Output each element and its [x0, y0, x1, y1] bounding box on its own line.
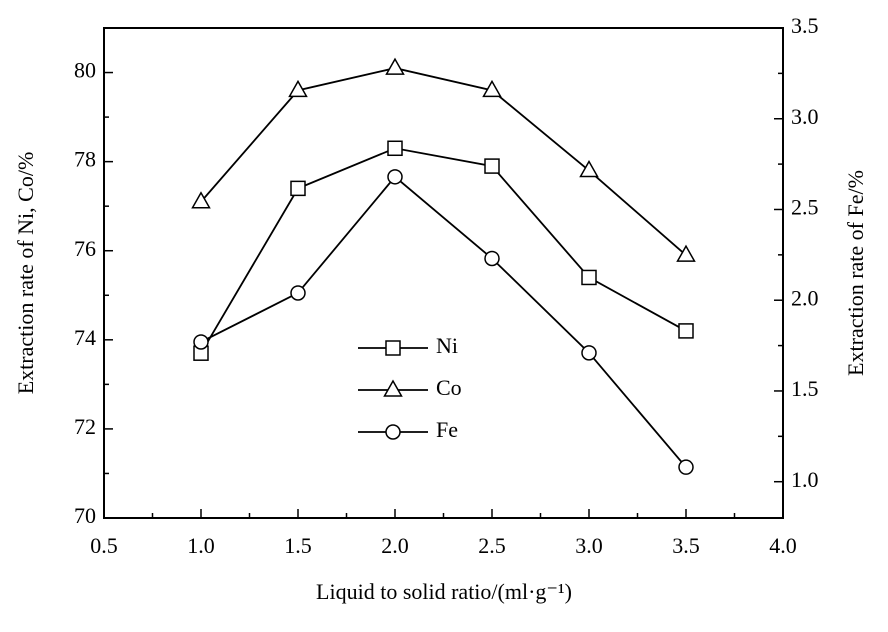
- y-axis-title: Extraction rate of Ni, Co/%: [13, 152, 38, 395]
- marker: [191, 191, 211, 209]
- legend-marker: [383, 379, 403, 397]
- series-line: [200, 147, 687, 354]
- y-tick-label: 80: [74, 58, 96, 83]
- legend-label: Co: [436, 375, 462, 400]
- x-tick-label: 0.5: [90, 533, 118, 558]
- y-tick-label: 76: [74, 236, 96, 261]
- series-line: [200, 67, 687, 256]
- x-axis-title: Liquid to solid ratio/(ml·g⁻¹): [316, 579, 572, 604]
- marker: [288, 79, 308, 98]
- marker: [385, 57, 405, 75]
- marker: [678, 323, 694, 339]
- marker: [387, 169, 403, 185]
- x-tick-label: 2.0: [381, 533, 409, 558]
- y2-tick-label: 1.5: [791, 376, 819, 401]
- x-tick-label: 2.5: [478, 533, 506, 558]
- y-tick-label: 74: [74, 325, 96, 350]
- marker: [581, 345, 597, 361]
- marker: [290, 285, 306, 301]
- y2-tick-label: 2.0: [791, 285, 819, 310]
- marker: [193, 334, 209, 350]
- plot-frame: [103, 27, 784, 519]
- y-tick-label: 78: [74, 147, 96, 172]
- marker: [581, 269, 597, 286]
- marker: [676, 244, 696, 262]
- series-line: [200, 175, 687, 468]
- legend-marker: [385, 340, 401, 356]
- x-tick-label: 4.0: [769, 533, 797, 558]
- marker: [290, 180, 306, 197]
- marker: [579, 160, 599, 178]
- marker: [484, 250, 500, 267]
- marker: [484, 158, 500, 174]
- y-tick-label: 70: [74, 503, 96, 528]
- marker: [482, 79, 502, 98]
- marker: [387, 140, 403, 157]
- x-tick-label: 1.0: [187, 533, 215, 558]
- x-tick-label: 3.5: [672, 533, 700, 558]
- legend-label: Ni: [436, 333, 458, 358]
- y2-tick-label: 3.5: [791, 13, 819, 38]
- y2-tick-label: 2.5: [791, 195, 819, 220]
- y2-tick-label: 3.0: [791, 104, 819, 129]
- y2-axis-title: Extraction rate of Fe/%: [843, 170, 868, 376]
- x-tick-label: 3.0: [575, 533, 603, 558]
- legend-label: Fe: [436, 417, 458, 442]
- y-tick-label: 72: [74, 414, 96, 439]
- marker: [678, 459, 694, 475]
- y2-tick-label: 1.0: [791, 467, 819, 492]
- x-tick-label: 1.5: [284, 533, 312, 558]
- legend-marker: [385, 424, 401, 440]
